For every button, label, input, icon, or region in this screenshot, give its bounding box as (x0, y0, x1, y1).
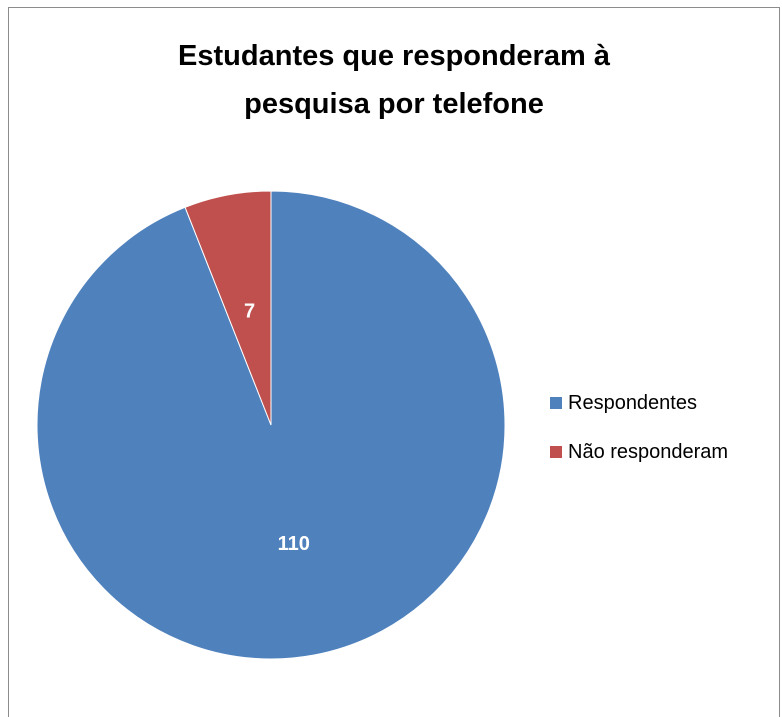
data-label-nao-responderam: 7 (244, 301, 255, 323)
legend-item-respondentes[interactable]: Respondentes (550, 391, 697, 415)
legend-swatch-nao-responderam (550, 446, 562, 458)
legend-label-respondentes: Respondentes (568, 391, 697, 414)
chart-title-line-1: Estudantes que responderam à (178, 40, 610, 72)
slice-nao-responderam[interactable] (184, 190, 272, 426)
legend-swatch-respondentes (550, 397, 562, 409)
legend-item-nao-responderam[interactable]: Não responderam (550, 440, 728, 464)
legend-label-nao-responderam: Não responderam (568, 440, 729, 463)
data-label-respondentes: 110 (278, 533, 310, 555)
chart-title-line-2: pesquisa por telefone (244, 88, 544, 120)
